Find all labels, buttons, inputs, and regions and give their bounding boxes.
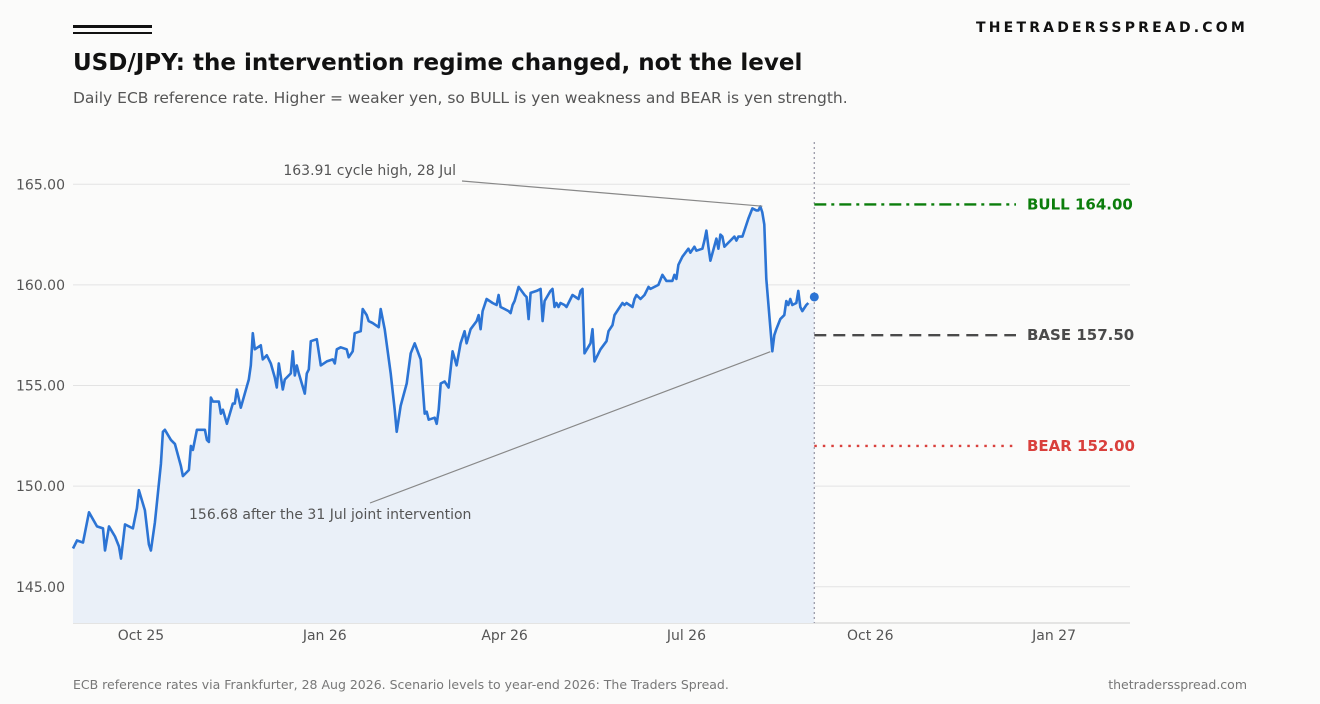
x-tick-label: Jan 26 (302, 628, 347, 644)
y-tick-label: 160.00 (16, 278, 65, 294)
x-tick-label: Jul 26 (666, 628, 706, 644)
source-note: ECB reference rates via Frankfurter, 28 … (73, 677, 729, 692)
series-line (71, 205, 810, 560)
scenario-label-bear: BEAR 152.00 (1027, 437, 1135, 455)
annotation-intervention: 156.68 after the 31 Jul joint interventi… (189, 507, 471, 523)
page-title: USD/JPY: the intervention regime changed… (73, 50, 803, 76)
y-tick-label: 165.00 (16, 177, 65, 193)
brand-wordmark: THETRADERSSPREAD.COM (976, 20, 1248, 36)
scenario-label-bull: BULL 164.00 (1027, 195, 1133, 213)
footer-site: thetradersspread.com (1108, 677, 1247, 692)
page-subtitle: Daily ECB reference rate. Higher = weake… (73, 89, 848, 107)
x-tick-label: Jan 27 (1031, 628, 1076, 644)
annotation-leader-intervention (369, 351, 771, 504)
scenario-label-base: BASE 157.50 (1027, 326, 1134, 344)
x-tick-label: Apr 26 (481, 628, 528, 644)
y-tick-label: 155.00 (16, 379, 65, 395)
y-tick-label: 145.00 (16, 580, 65, 596)
annotation-leader-high (461, 180, 763, 207)
last-point-marker (809, 292, 819, 302)
header-rule (73, 25, 152, 35)
series-area (73, 206, 815, 623)
annotation-high: 163.91 cycle high, 28 Jul (283, 163, 456, 179)
x-tick-label: Oct 25 (118, 628, 164, 644)
y-tick-label: 150.00 (16, 479, 65, 495)
x-tick-label: Oct 26 (847, 628, 894, 644)
